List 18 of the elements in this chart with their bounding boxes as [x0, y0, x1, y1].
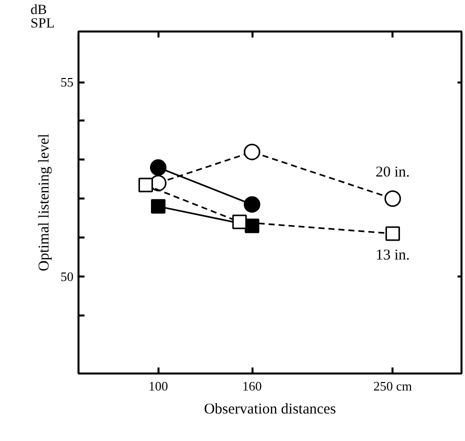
x-tick-label: 160: [242, 378, 262, 394]
series-label: 20 in.: [376, 164, 410, 181]
x-tick-label: 100: [148, 378, 168, 394]
point: [150, 159, 166, 176]
point: [244, 144, 260, 160]
x-axis-title: Observation distances: [204, 402, 336, 418]
text: dB SPL: [30, 3, 55, 32]
point: [244, 196, 260, 213]
y-tick-label: 50: [60, 268, 74, 284]
y-tick-label: 55: [60, 74, 74, 90]
point: [138, 178, 153, 192]
y-axis-title: Optimal listening level: [36, 134, 52, 272]
point: [150, 199, 166, 214]
point: [385, 226, 400, 241]
point: [232, 214, 247, 230]
series-label: 13 in.: [376, 248, 410, 264]
x-tick-label: 250 cm: [373, 378, 412, 394]
point: [384, 190, 401, 207]
